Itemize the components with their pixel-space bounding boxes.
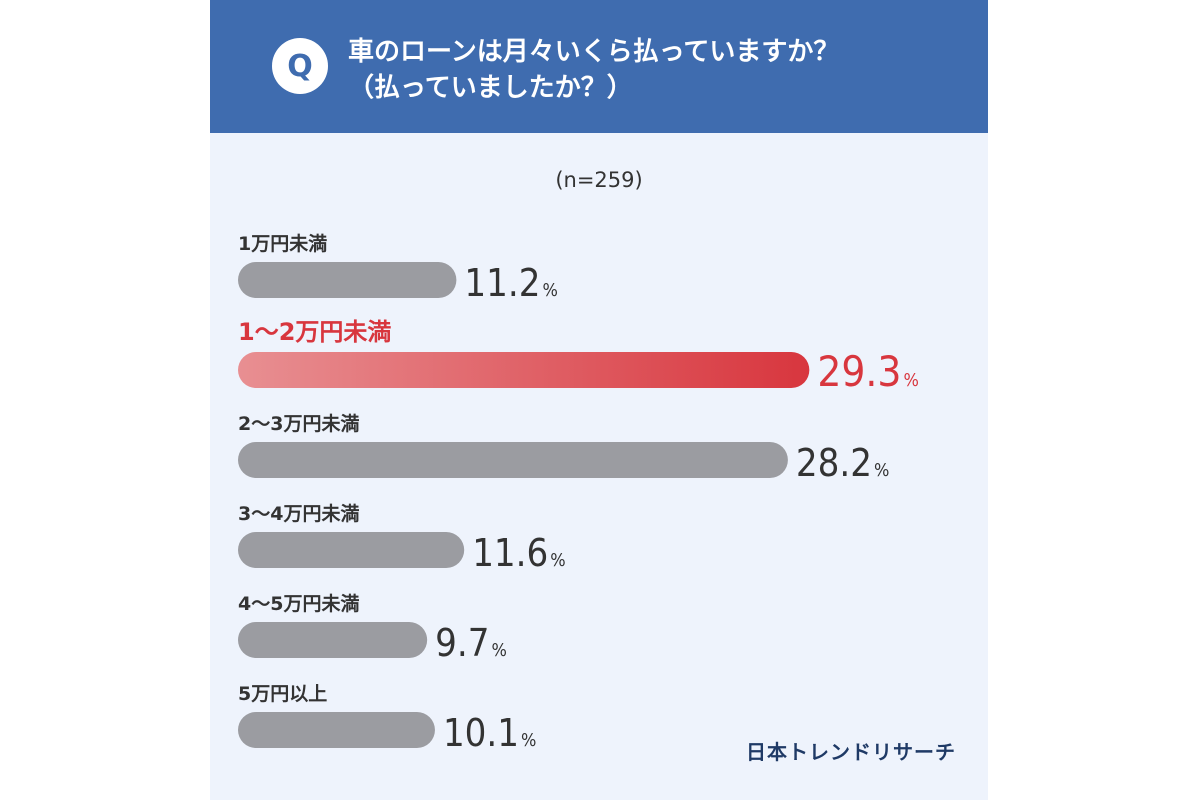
question-line-2: （払っていましたか？）	[348, 73, 633, 103]
brand-logo: 日本トレンドリサーチ	[746, 740, 956, 764]
data-label: 29.3%	[817, 347, 919, 396]
category-label: 4〜5万円未満	[238, 592, 359, 615]
data-label: 11.2%	[464, 261, 557, 305]
bar	[238, 532, 465, 568]
question-header: Q 車のローンは月々いくら払っていますか？ （払っていましたか？）	[210, 0, 988, 133]
data-label: 9.7%	[435, 621, 507, 665]
data-label: 11.6%	[472, 531, 565, 575]
category-label: 1万円未満	[238, 232, 327, 255]
bar	[238, 442, 788, 478]
category-label: 5万円以上	[238, 683, 327, 705]
question-line-1: 車のローンは月々いくら払っていますか？	[348, 37, 840, 67]
bar	[238, 622, 428, 658]
sample-size-label: (n=259)	[555, 168, 643, 192]
data-label: 10.1%	[443, 711, 536, 755]
bar	[238, 352, 810, 388]
question-text: 車のローンは月々いくら払っていますか？ （払っていましたか？）	[348, 34, 968, 106]
data-label: 28.2%	[796, 441, 889, 485]
category-label: 3〜4万円未満	[238, 502, 359, 525]
chart-card: Q 車のローンは月々いくら払っていますか？ （払っていましたか？） (n=259…	[210, 0, 988, 800]
bar-chart: 1万円未満 11.2 % 1〜2万円未満 29.3 % 2〜3万円未満 28.2 % 3〜4万円未…	[238, 232, 919, 755]
question-badge: Q	[272, 38, 328, 94]
bar	[238, 262, 457, 298]
category-label: 1〜2万円未満	[238, 318, 391, 346]
category-label: 2〜3万円未満	[238, 412, 359, 435]
bar	[238, 712, 435, 748]
